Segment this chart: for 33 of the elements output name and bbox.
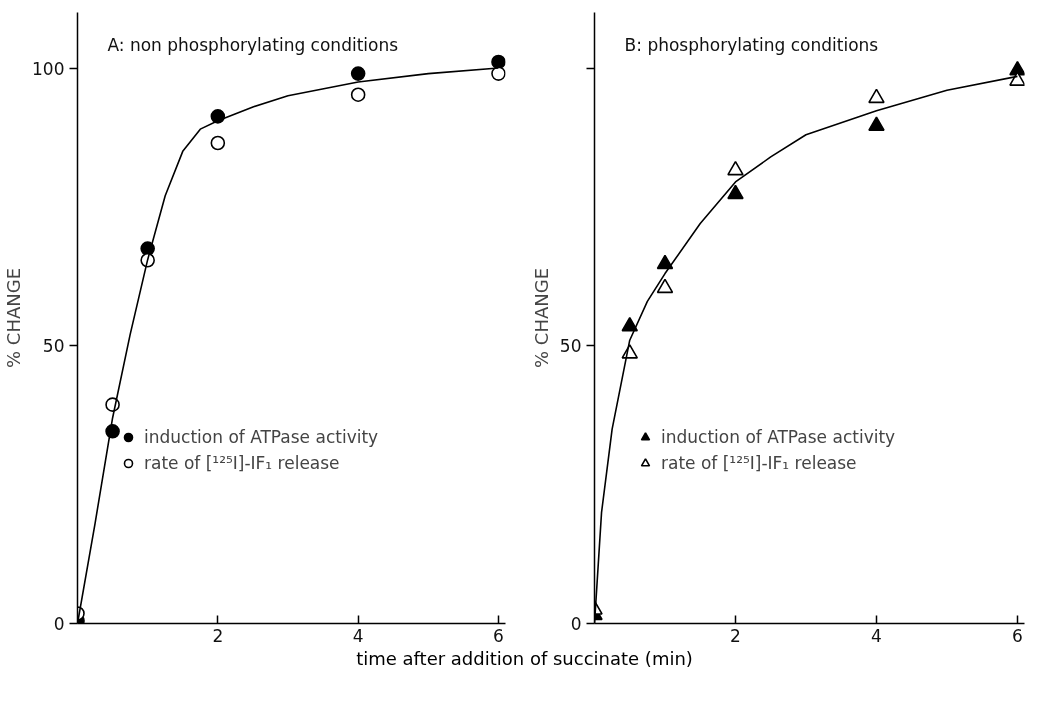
point xyxy=(727,160,744,176)
x-tick-label: 4 xyxy=(871,625,882,646)
y-axis-title: % CHANGE xyxy=(530,267,552,369)
y-tick-label: 0 xyxy=(53,614,65,634)
point xyxy=(210,135,226,151)
point xyxy=(656,278,674,294)
x-tick-label: 2 xyxy=(212,625,224,646)
point xyxy=(727,184,744,200)
legend-label: induction of ATPase activity xyxy=(661,427,896,447)
point xyxy=(491,54,506,70)
x-tick-label: 6 xyxy=(493,625,504,646)
y-tick-label: 0 xyxy=(570,614,582,634)
y-tick-label: 50 xyxy=(42,336,65,357)
point xyxy=(868,116,885,131)
point xyxy=(656,254,674,270)
legend-label: rate of [¹²⁵I]-IF₁ release xyxy=(661,453,857,473)
legend-label: rate of [¹²⁵I]-IF₁ release xyxy=(144,453,340,473)
point xyxy=(350,66,366,81)
point xyxy=(868,88,885,104)
point xyxy=(1009,71,1025,86)
y-tick-label: 100 xyxy=(32,58,65,79)
text: A: non phosphorylating conditions xyxy=(107,35,399,56)
y-axis-title: % CHANGE xyxy=(3,267,25,369)
y-tick-label: 50 xyxy=(559,336,582,357)
point xyxy=(350,87,366,102)
x-tick-label: 2 xyxy=(730,625,741,646)
text: B: phosphorylating conditions xyxy=(624,35,879,56)
legend-label: induction of ATPase activity xyxy=(144,427,379,447)
x-tick-label: 4 xyxy=(352,625,364,646)
x-tick-label: 6 xyxy=(1012,625,1023,646)
point xyxy=(621,316,639,332)
x-axis-title: time after addition of succinate (min) xyxy=(356,647,693,671)
point xyxy=(491,66,506,81)
